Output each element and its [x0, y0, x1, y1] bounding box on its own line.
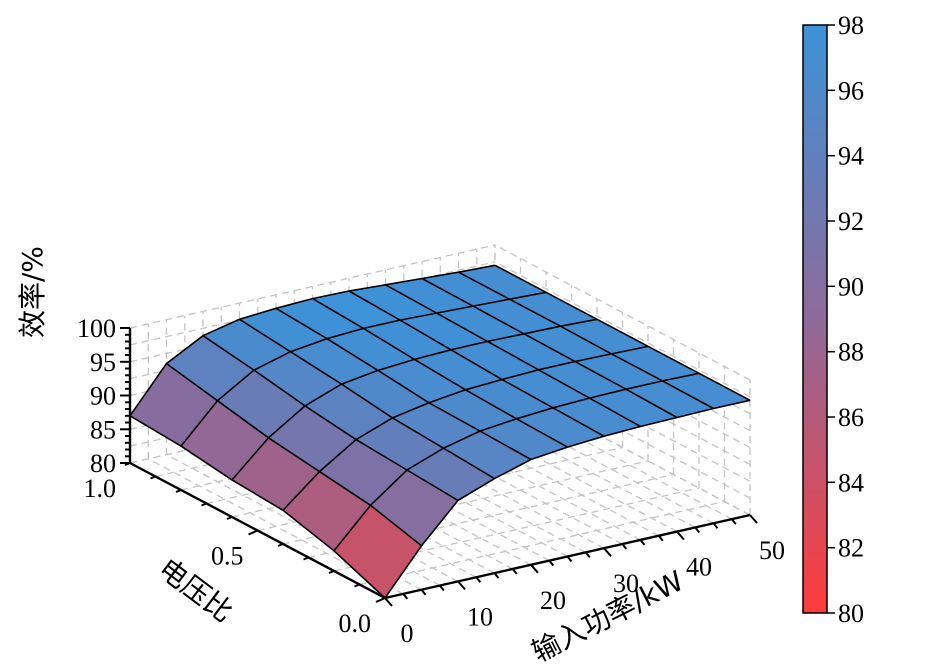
tick-mark	[639, 539, 646, 546]
y-tick-label: 0.0	[339, 609, 372, 638]
tick-mark	[248, 529, 258, 536]
tick-mark	[548, 559, 555, 567]
gridline	[359, 500, 725, 586]
tick-mark	[603, 547, 612, 557]
colorbar-tick-label: 88	[838, 338, 864, 367]
tick-mark	[457, 580, 466, 591]
tick-mark	[731, 518, 737, 525]
tick-mark	[475, 576, 482, 583]
tick-mark	[439, 584, 445, 592]
tick-mark	[226, 516, 233, 520]
tick-mark	[621, 543, 628, 550]
colorbar-tick-label: 80	[838, 599, 864, 628]
colorbar-tick-label: 94	[838, 142, 864, 171]
x-tick-label: 10	[467, 602, 493, 631]
x-tick-label: 30	[613, 569, 639, 598]
mesh-line-ratio	[166, 362, 422, 547]
colorbar-tick-label: 90	[838, 272, 864, 301]
x-tick-label: 20	[540, 586, 566, 615]
mesh-line-ratio	[348, 290, 605, 437]
mesh-line-ratio	[421, 277, 678, 419]
z-tick-label: 90	[90, 382, 116, 411]
colorbar-gradient	[802, 24, 828, 614]
gridline	[494, 244, 751, 381]
z-tick-label: 85	[90, 415, 116, 444]
tick-mark	[277, 543, 284, 547]
mesh-line-ratio	[129, 415, 386, 599]
mesh-line-ratio	[458, 271, 714, 410]
colorbar-tick-label: 92	[838, 207, 864, 236]
colorbar-tick-label: 86	[838, 403, 864, 432]
tick-mark	[694, 526, 701, 534]
tick-mark	[201, 502, 207, 507]
tick-labels: 0 10 20 30 40 50 0.0 0.5 1.080 85 90 95 100	[77, 314, 785, 648]
tick-mark	[303, 556, 309, 561]
tick-mark	[328, 570, 335, 574]
colorbar: 80 82 84 86 88 90 92 94 96 98	[802, 11, 864, 628]
z-tick-label: 80	[90, 449, 116, 478]
x-tick-label: 40	[686, 553, 712, 582]
y-tick-label: 1.0	[84, 474, 117, 503]
x-axis-label: 输入功率/kW	[527, 564, 689, 668]
tick-mark	[420, 589, 427, 596]
tick-mark	[175, 489, 182, 493]
colorbar-tick-label: 98	[838, 11, 864, 40]
colorbar-tick-label: 84	[838, 468, 864, 497]
tick-mark	[354, 583, 360, 588]
mesh-line-ratio	[494, 264, 751, 402]
tick-mark	[512, 568, 518, 575]
colorbar-tick-label: 82	[838, 534, 864, 563]
tick-mark	[658, 535, 664, 542]
tick-mark	[402, 593, 409, 600]
x-tick-label: 0	[401, 619, 414, 648]
z-tick-label: 95	[90, 348, 116, 377]
tick-mark	[375, 597, 386, 603]
colorbar-tick-label: 96	[838, 76, 864, 105]
tick-mark	[493, 572, 500, 579]
tick-mark	[585, 551, 591, 559]
z-axis-label: 效率/%	[16, 246, 49, 338]
x-tick-label: 50	[759, 536, 785, 565]
mesh-line-ratio	[202, 335, 459, 502]
mesh-line-ratio	[385, 284, 641, 428]
tick-mark	[676, 530, 685, 541]
mesh-line-ratio	[275, 307, 532, 461]
y-tick-label: 0.5	[211, 542, 244, 571]
tick-mark	[384, 597, 393, 607]
gridline	[129, 244, 496, 329]
tick-mark	[566, 555, 573, 563]
z-tick-label: 100	[77, 314, 116, 343]
gridline	[494, 261, 751, 398]
mesh-line-ratio	[312, 297, 568, 448]
tick-mark	[150, 475, 156, 480]
tick-mark	[749, 514, 758, 524]
surface	[129, 264, 752, 599]
mesh-line-ratio	[239, 318, 495, 480]
axes	[120, 327, 758, 607]
tick-mark	[530, 564, 539, 574]
gridline	[129, 261, 496, 346]
tick-mark	[712, 522, 719, 529]
